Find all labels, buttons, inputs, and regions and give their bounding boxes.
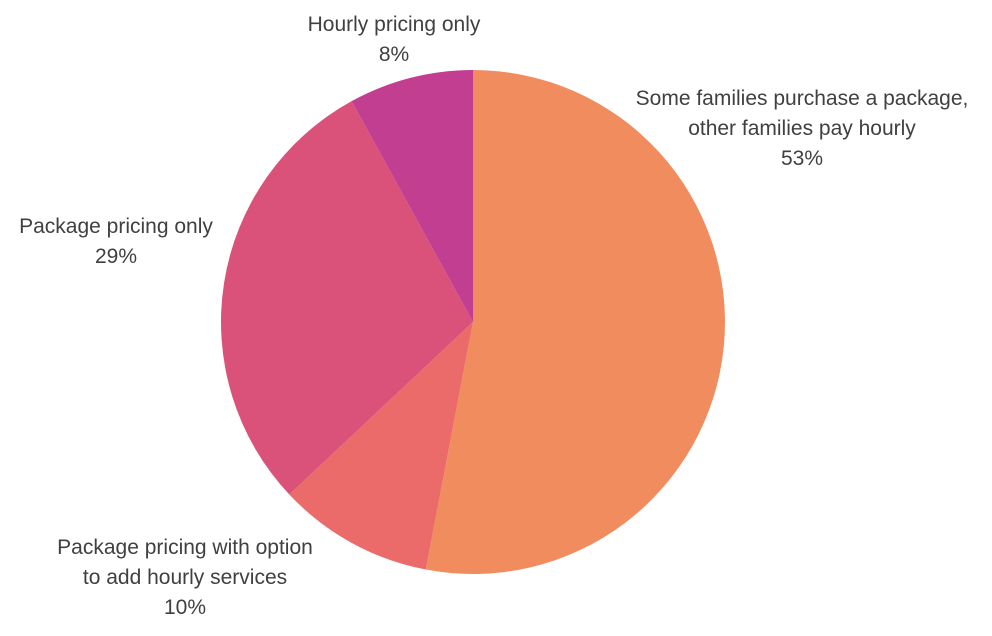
slice-label-4: Hourly pricing only 8%	[308, 13, 481, 66]
slice-label-line: to add hourly services	[83, 566, 287, 589]
slice-value-label: 8%	[379, 43, 409, 66]
slice-label-line: Hourly pricing only	[308, 13, 481, 36]
pie-slice-4	[351, 70, 473, 322]
slice-label-1: Some families purchase a package, other f…	[636, 87, 969, 170]
pie-slice-1	[425, 70, 725, 574]
slice-value-label: 29%	[95, 245, 137, 268]
slice-label-line: Package pricing with option	[57, 536, 313, 559]
slice-label-line: Some families purchase a package,	[636, 87, 969, 110]
pie-slice-2	[289, 322, 473, 570]
slice-labels: Some families purchase a package, other f…	[19, 13, 968, 619]
slice-label-line: Package pricing only	[19, 215, 213, 238]
slice-value-label: 53%	[781, 147, 823, 170]
slice-label-line: other families pay hourly	[688, 117, 916, 140]
slice-value-label: 10%	[164, 596, 206, 619]
slice-label-2: Package pricing with option to add hourly…	[57, 536, 313, 619]
pie-slice-3	[220, 101, 473, 495]
pie-slices	[220, 70, 725, 574]
slice-label-3: Package pricing only 29%	[19, 215, 213, 268]
